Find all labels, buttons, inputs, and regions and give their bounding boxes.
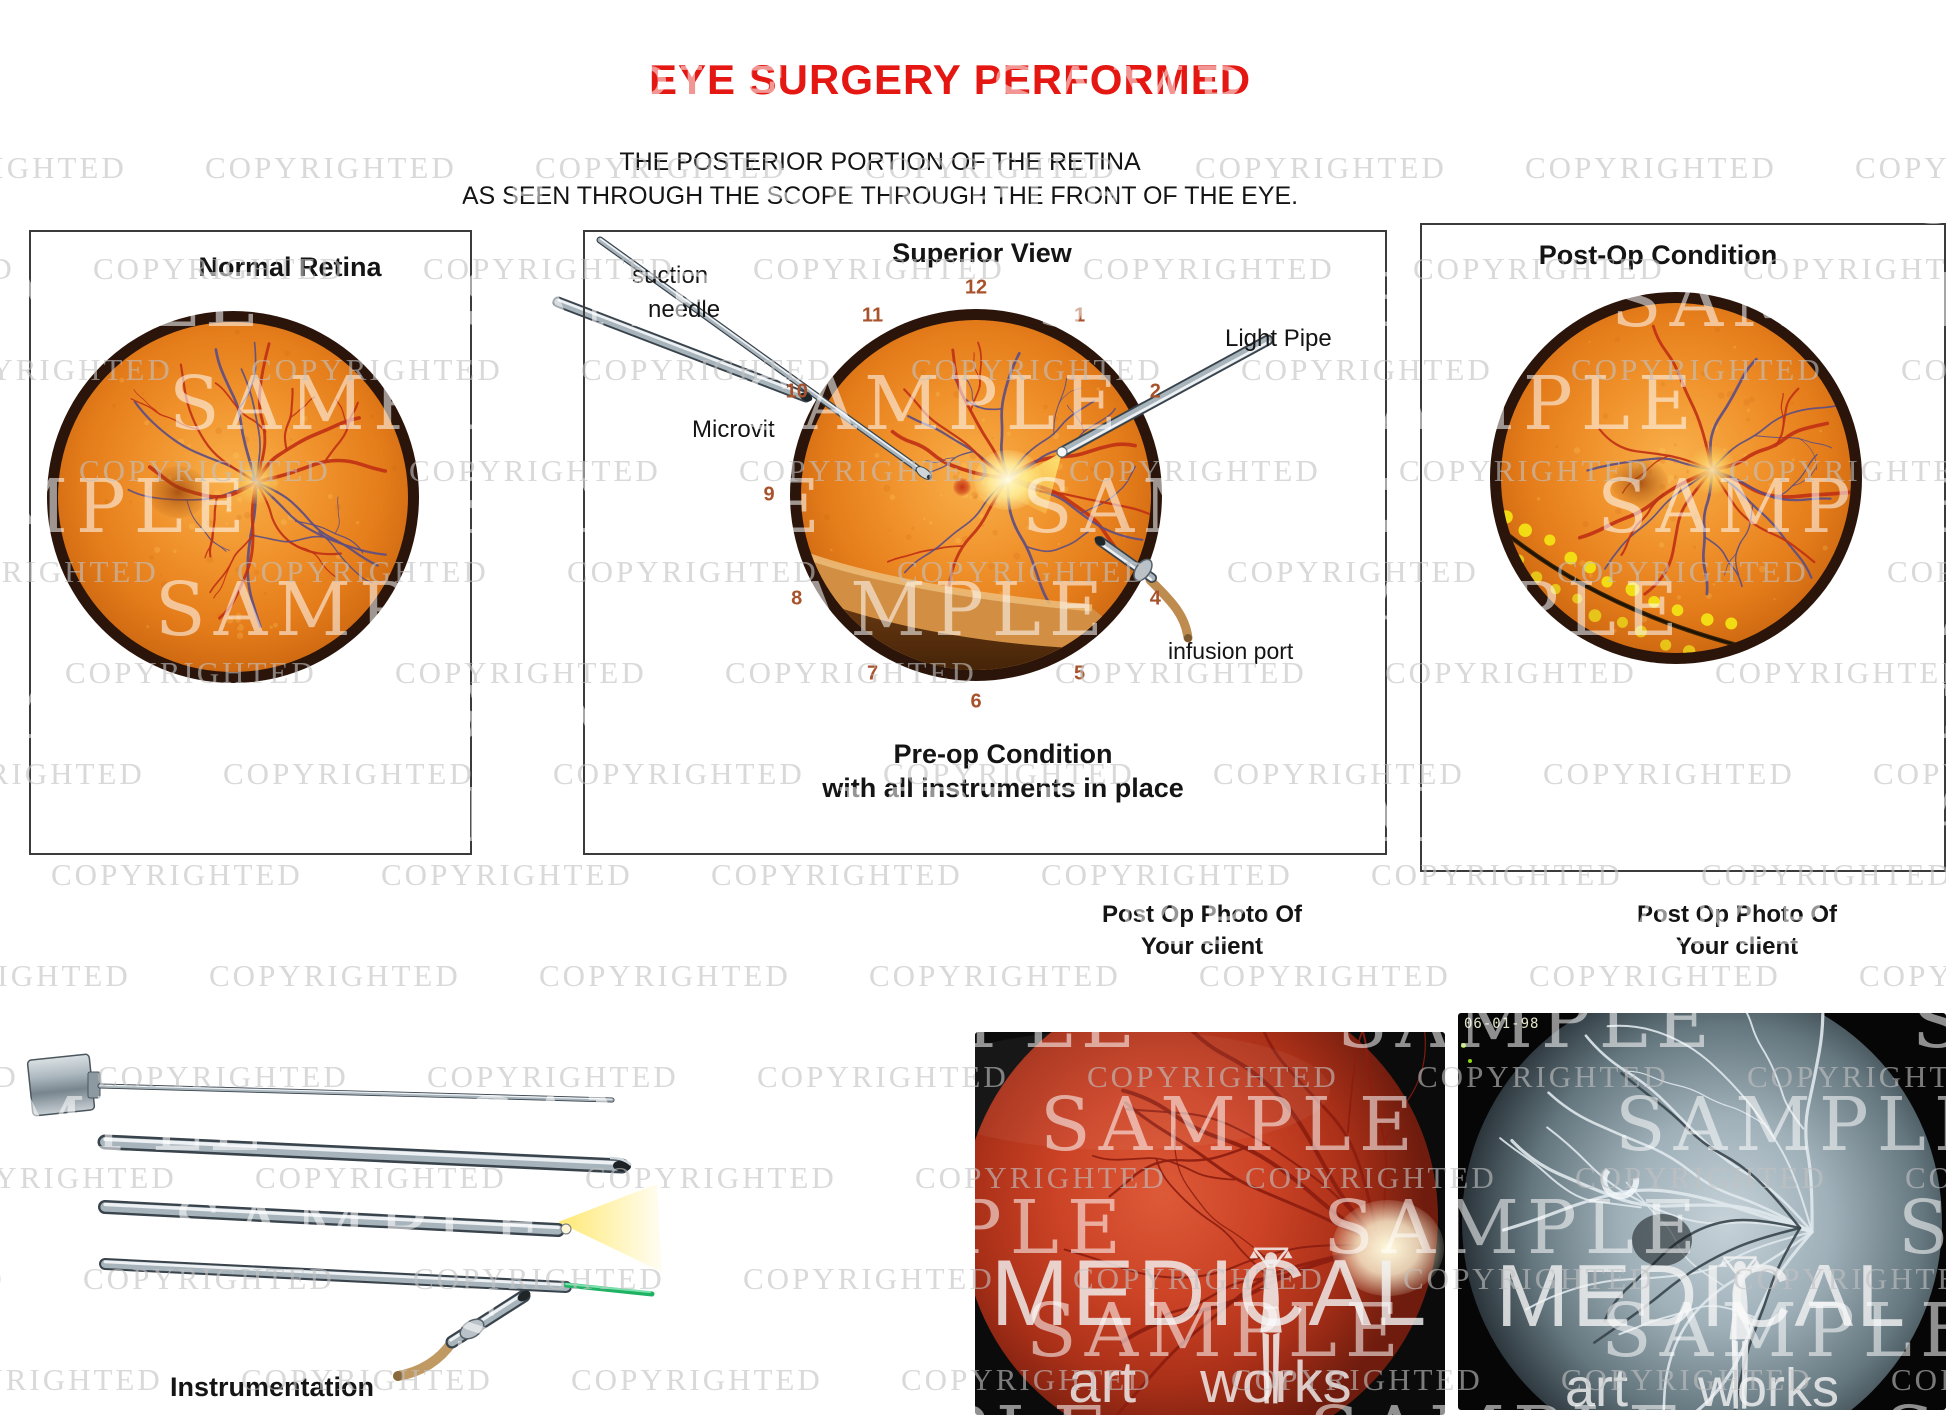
clock-number-12: 12 — [964, 276, 988, 299]
preop-caption-line1: Pre-op Condition — [893, 739, 1113, 769]
photo2-angiogram — [1458, 1013, 1946, 1410]
clock-number-1: 1 — [1073, 304, 1086, 327]
photo2-caption-line1: Post Op Photo Of — [1637, 901, 1837, 928]
light-pipe-instrument — [996, 334, 1274, 514]
preop-caption-line2: with all instruments in place — [822, 773, 1184, 803]
light-pipe-label: Light Pipe — [1225, 325, 1332, 352]
microvit-label: Microvit — [692, 416, 775, 443]
postop-condition-title: Post-Op Condition — [1538, 240, 1778, 270]
suction-needle-label-line2: needle — [648, 296, 721, 323]
laser-repair-line — [1501, 528, 1749, 651]
panel-superior-view-box — [583, 230, 1387, 855]
instrumentation-label: Instrumentation — [170, 1372, 375, 1402]
subtitle-line1: THE POSTERIOR PORTION OF THE RETINA — [619, 148, 1141, 176]
clock-number-2: 2 — [1149, 380, 1161, 402]
clock-number-11: 11 — [861, 304, 884, 327]
panel-normal-retina-box — [29, 230, 472, 855]
photo1-caption-line2: Your client — [1140, 933, 1264, 960]
suction-needle-label-line1: suction — [632, 262, 709, 289]
clock-number-9: 9 — [763, 483, 775, 506]
clock-number-10: 10 — [785, 380, 808, 402]
infusion-port-label: infusion port — [1168, 638, 1294, 664]
light-beam — [996, 452, 1062, 514]
normal-retina-title: Normal Retina — [198, 252, 382, 282]
infusion-port-instrument — [1094, 536, 1193, 643]
superior-view-title: Superior View — [892, 238, 1072, 268]
photo1-caption-line1: Post Op Photo Of — [1102, 901, 1302, 928]
laser-dots — [1501, 510, 1738, 653]
clock-number-8: 8 — [791, 587, 803, 609]
instrumentation-tools — [26, 1053, 662, 1381]
retina-postop — [1490, 292, 1862, 664]
subtitle-line2: AS SEEN THROUGH THE SCOPE THROUGH THE FR… — [461, 182, 1299, 210]
clock-number-5: 5 — [1073, 662, 1086, 685]
page-title: EYE SURGERY PERFORMED — [648, 56, 1252, 103]
retina-normal — [47, 311, 419, 683]
clock-number-6: 6 — [970, 690, 982, 713]
panel-postop-box — [1420, 223, 1946, 872]
clock-number-7: 7 — [866, 662, 879, 685]
photo2-caption-line2: Your client — [1675, 933, 1799, 960]
suction-needle-instrument — [596, 236, 933, 480]
photo1-red-fundus — [975, 1032, 1445, 1415]
clock-number-4: 4 — [1149, 587, 1161, 609]
microvit-instrument — [552, 296, 813, 403]
